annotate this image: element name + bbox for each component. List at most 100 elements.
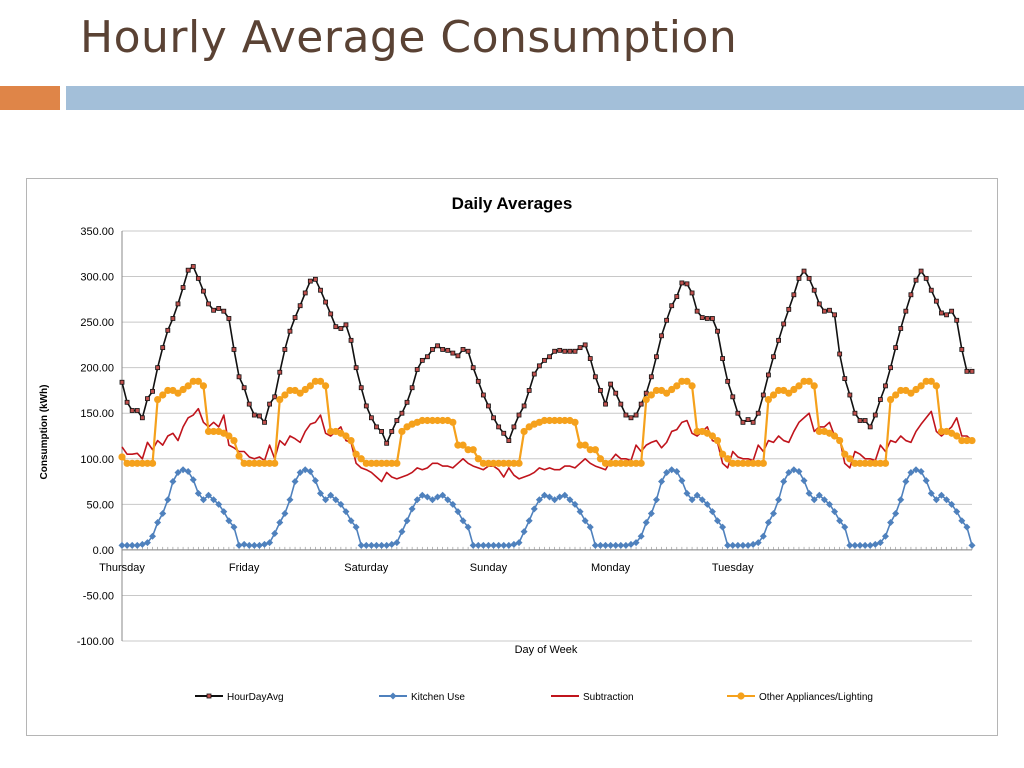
data-point: [377, 459, 386, 467]
data-point: [810, 382, 818, 390]
y-tick-label: 0.00: [93, 545, 114, 557]
data-point: [353, 365, 359, 371]
data-point: [832, 312, 837, 318]
x-axis-label: Day of Week: [515, 644, 578, 656]
data-point: [378, 541, 386, 549]
legend-swatch-marker: [737, 692, 745, 700]
data-point: [881, 459, 890, 467]
data-point: [856, 541, 864, 549]
data-point: [506, 438, 512, 443]
data-point: [515, 539, 523, 547]
data-point: [601, 459, 610, 467]
data-point: [311, 377, 320, 385]
data-point: [750, 419, 756, 425]
data-point: [206, 301, 211, 307]
legend-swatch-marker: [389, 692, 397, 700]
data-point: [898, 326, 904, 331]
data-point: [907, 468, 915, 476]
data-point: [714, 517, 722, 525]
data-point: [266, 459, 274, 467]
y-tick-label: 100.00: [80, 454, 114, 466]
data-point: [937, 491, 945, 499]
data-point: [678, 477, 686, 485]
data-point: [861, 459, 869, 467]
data-point: [316, 377, 325, 385]
data-point: [760, 392, 766, 398]
data-point: [184, 468, 192, 476]
data-point: [963, 523, 971, 531]
data-point: [204, 427, 213, 436]
data-point: [694, 308, 700, 314]
data-point: [949, 308, 955, 314]
data-point: [571, 418, 579, 426]
data-point: [194, 377, 202, 385]
data-point: [851, 459, 859, 467]
data-point: [474, 541, 482, 549]
data-point: [267, 401, 273, 407]
data-point: [591, 541, 599, 549]
data-point: [673, 382, 681, 390]
data-point: [735, 410, 741, 416]
data-point: [674, 294, 680, 299]
series-group: [118, 264, 976, 549]
data-point: [454, 508, 462, 516]
data-point: [698, 496, 706, 504]
data-point: [414, 367, 420, 372]
data-point: [321, 382, 330, 390]
data-point: [847, 392, 853, 398]
data-point: [362, 459, 370, 467]
data-point: [133, 459, 141, 467]
data-point: [154, 519, 162, 527]
data-point: [948, 500, 956, 508]
data-point: [475, 378, 481, 384]
data-point: [876, 459, 884, 467]
data-point: [185, 267, 191, 273]
data-point: [525, 517, 533, 525]
data-point: [710, 316, 715, 321]
data-point: [520, 427, 528, 436]
data-point: [654, 354, 659, 360]
data-point: [307, 278, 313, 284]
data-point: [362, 541, 370, 549]
legend-label: Kitchen Use: [411, 692, 465, 703]
x-tick-label: Friday: [229, 562, 260, 574]
data-point: [210, 496, 218, 504]
data-point: [435, 343, 440, 349]
data-point: [572, 348, 578, 354]
data-point: [245, 541, 253, 549]
data-point: [255, 541, 263, 549]
data-point: [230, 436, 238, 445]
x-tick-label: Sunday: [470, 562, 508, 574]
data-point: [771, 354, 776, 360]
data-point: [577, 345, 583, 351]
data-point: [169, 478, 177, 486]
data-point: [820, 496, 828, 504]
data-point: [459, 441, 467, 449]
y-tick-label: 150.00: [80, 408, 114, 420]
data-point: [913, 277, 919, 283]
data-point: [128, 459, 136, 467]
data-point: [759, 532, 767, 540]
data-point: [128, 541, 136, 549]
data-point: [720, 356, 725, 361]
data-point: [225, 432, 233, 440]
data-point: [276, 519, 284, 527]
data-point: [744, 541, 752, 549]
data-point: [216, 306, 222, 311]
data-point: [262, 419, 267, 425]
data-point: [342, 508, 350, 516]
data-point: [384, 440, 390, 446]
data-point: [745, 417, 751, 423]
data-point: [495, 459, 503, 467]
data-point: [530, 505, 538, 513]
data-point: [841, 450, 849, 458]
data-point: [908, 292, 914, 298]
data-point: [846, 541, 854, 549]
data-point: [815, 491, 823, 499]
data-point: [659, 333, 664, 339]
data-point: [459, 517, 467, 525]
data-point: [230, 523, 238, 531]
data-point: [352, 450, 360, 458]
data-point: [689, 290, 695, 296]
series-line: [121, 265, 972, 445]
